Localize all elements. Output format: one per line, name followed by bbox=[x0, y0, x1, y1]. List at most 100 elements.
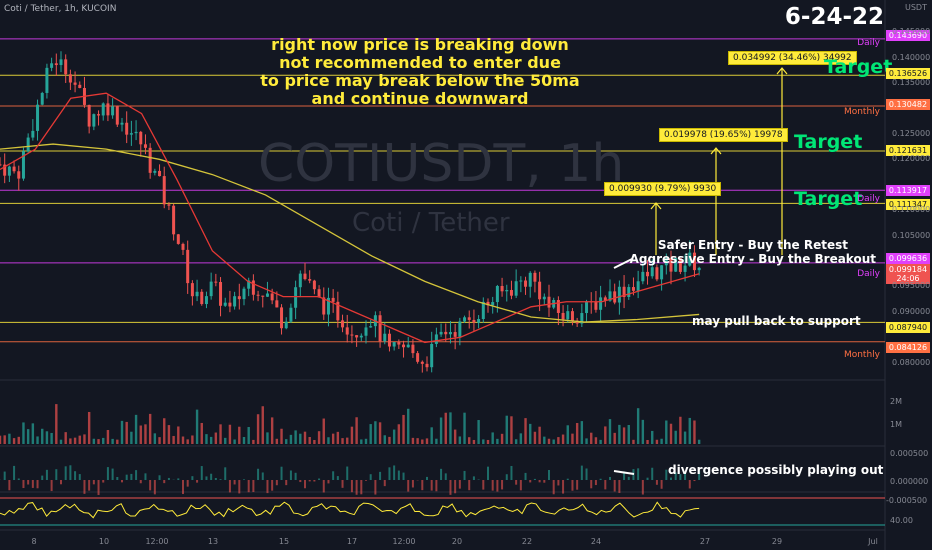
volume-bar bbox=[289, 434, 293, 444]
volume-bar bbox=[31, 423, 35, 444]
macd-bar bbox=[8, 480, 11, 491]
macd-bar bbox=[318, 478, 321, 480]
candle-body bbox=[580, 313, 584, 324]
volume-bar bbox=[177, 426, 180, 444]
candle-body bbox=[397, 342, 401, 345]
volume-bar bbox=[458, 436, 462, 444]
volume-bar bbox=[402, 414, 405, 444]
candle-body bbox=[195, 291, 199, 297]
candle-body bbox=[111, 106, 115, 116]
volume-bar bbox=[585, 438, 588, 444]
candle-body bbox=[336, 301, 340, 321]
macd-bar bbox=[566, 478, 569, 480]
candle-body bbox=[303, 273, 307, 280]
price-tag-daily-low: 0.099636 bbox=[886, 253, 930, 264]
macd-bar bbox=[275, 480, 278, 486]
candle-body bbox=[524, 280, 528, 287]
candle-body bbox=[556, 300, 560, 313]
volume-bar bbox=[36, 436, 39, 444]
macd-bar bbox=[111, 468, 114, 480]
candle-body bbox=[646, 271, 650, 277]
x-tick-label: 24 bbox=[590, 537, 602, 546]
macd-bar bbox=[294, 472, 297, 480]
candle-body bbox=[538, 281, 542, 300]
volume-bar bbox=[275, 438, 279, 444]
macd-bar bbox=[308, 480, 311, 482]
macd-bar bbox=[618, 480, 621, 493]
measure-callout-3[interactable]: 0.034992 (34.46%) 34992 bbox=[728, 51, 857, 65]
macd-bar bbox=[393, 465, 396, 480]
measure-callout-1[interactable]: 0.009930 (9.79%) 9930 bbox=[604, 182, 722, 196]
macd-tick-zero: 0.000000 bbox=[890, 477, 929, 486]
target-label-low: Target bbox=[794, 188, 863, 210]
volume-bar bbox=[64, 432, 67, 444]
candle-body bbox=[181, 243, 185, 250]
macd-bar bbox=[64, 466, 67, 480]
candle-body bbox=[54, 63, 58, 66]
macd-bar bbox=[669, 477, 672, 480]
macd-bar bbox=[144, 473, 147, 480]
macd-bar bbox=[191, 476, 194, 480]
volume-bar bbox=[683, 431, 687, 444]
price-tag-daily-top: 0.143690 bbox=[886, 30, 930, 41]
macd-bar bbox=[299, 480, 302, 483]
price-tag-monthly-upper: 0.130482 bbox=[886, 99, 930, 110]
macd-bar bbox=[510, 465, 513, 480]
volume-bar bbox=[55, 404, 58, 444]
volume-bar bbox=[674, 430, 677, 444]
macd-bar bbox=[543, 480, 546, 483]
chart-title: Coti / Tether, 1h, KUCOIN bbox=[4, 4, 117, 14]
note-line-2: not recommended to enter due bbox=[279, 53, 561, 72]
candle-body bbox=[622, 286, 626, 298]
volume-bar bbox=[125, 421, 128, 444]
volume-bar bbox=[195, 409, 199, 444]
macd-bar bbox=[116, 476, 119, 480]
volume-bar bbox=[8, 433, 11, 444]
macd-bar bbox=[674, 472, 677, 480]
candle-body bbox=[50, 63, 54, 68]
macd-bar bbox=[181, 480, 184, 495]
volume-bar bbox=[59, 439, 63, 444]
candle-body bbox=[636, 281, 640, 291]
candle-body bbox=[533, 272, 537, 282]
volume-bar bbox=[378, 422, 382, 444]
macd-bar bbox=[252, 480, 255, 493]
candle-body bbox=[641, 271, 645, 282]
candle-body bbox=[585, 301, 589, 314]
candle-body bbox=[251, 280, 255, 295]
macd-bar bbox=[529, 480, 532, 483]
candle-body bbox=[242, 288, 246, 300]
price-tag-target-top: 0.136526 bbox=[886, 68, 930, 79]
candle-body bbox=[402, 344, 406, 348]
volume-bar bbox=[383, 435, 386, 444]
measure-callout-2[interactable]: 0.019978 (19.65%) 19978 bbox=[659, 128, 788, 142]
candle-body bbox=[17, 171, 21, 179]
breakout-trendline bbox=[613, 258, 633, 269]
macd-bar bbox=[388, 467, 391, 480]
note-line-4: and continue downward bbox=[311, 89, 529, 108]
candle-body bbox=[416, 353, 420, 362]
y-tick-label: 0.110000 bbox=[892, 205, 931, 215]
x-tick-label: 22 bbox=[521, 537, 533, 546]
candle-body bbox=[64, 59, 68, 75]
macd-bar bbox=[280, 466, 283, 480]
volume-bar bbox=[303, 431, 307, 444]
candle-body bbox=[608, 291, 612, 301]
candle-body bbox=[26, 137, 30, 152]
macd-bar bbox=[102, 480, 105, 483]
candle-body bbox=[120, 122, 124, 125]
macd-bar bbox=[219, 479, 222, 480]
candle-body bbox=[106, 103, 110, 116]
candle-body bbox=[204, 296, 208, 305]
price-tag-last: 0.099184 24:06 bbox=[886, 264, 930, 284]
macd-bar bbox=[83, 480, 86, 494]
divergence-label: divergence possibly playing out bbox=[668, 463, 884, 477]
macd-bar bbox=[322, 480, 325, 493]
macd-bar bbox=[313, 480, 316, 482]
macd-bar bbox=[78, 474, 81, 480]
volume-bar bbox=[646, 439, 649, 444]
macd-bar bbox=[41, 475, 44, 480]
x-tick-label: 12:00 bbox=[392, 537, 416, 546]
volume-bar bbox=[285, 439, 288, 444]
